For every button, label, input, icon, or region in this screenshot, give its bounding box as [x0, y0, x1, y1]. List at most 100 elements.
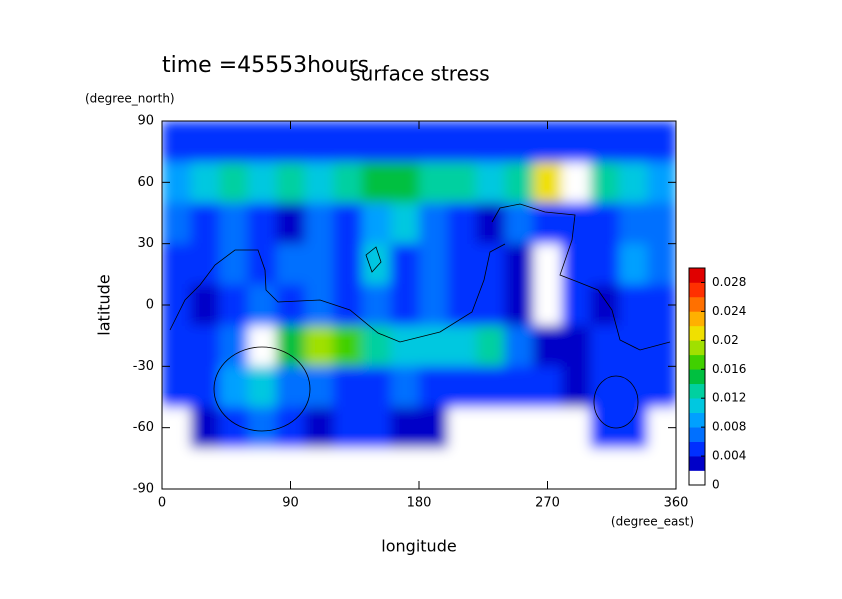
y-tick-label: 90 [137, 114, 154, 129]
field-cell [219, 202, 249, 245]
field-cell [561, 161, 591, 204]
field-cell [219, 448, 249, 489]
field-cell [276, 325, 306, 367]
field-cell [162, 121, 192, 163]
field-cell [276, 161, 306, 204]
field-cell [247, 448, 277, 489]
field-cell [247, 284, 277, 326]
field-cell [162, 448, 192, 489]
colorbar-tick-label: 0 [712, 478, 720, 492]
field-cell [247, 243, 277, 286]
field-cell [390, 243, 420, 286]
field [162, 121, 676, 489]
field-cell [304, 161, 334, 204]
colorbar-tick-label: 0.02 [712, 333, 739, 347]
colorbar-frame [688, 267, 706, 486]
field-cell [276, 284, 306, 326]
field-cell [390, 448, 420, 489]
colorbar-tick-label: 0.008 [712, 420, 746, 434]
x-tick-label: 90 [282, 496, 299, 511]
field-cell [504, 243, 534, 286]
field-cell [361, 284, 391, 326]
colorbar-segment [689, 383, 705, 399]
field-cell [190, 284, 220, 326]
field-cell [333, 243, 363, 286]
field-cell [533, 161, 563, 204]
field-cell [419, 202, 449, 245]
field-cell [361, 161, 391, 204]
field-cell [304, 448, 334, 489]
x-tick-label: 0 [158, 496, 166, 511]
field-cell [190, 407, 220, 449]
field-cell [447, 448, 477, 489]
field-cell [361, 202, 391, 245]
field-cell [190, 366, 220, 408]
field-cell [447, 366, 477, 408]
field-cell [304, 243, 334, 286]
field-cell [647, 121, 676, 163]
field-cell [590, 243, 620, 286]
field-cell [190, 121, 220, 163]
time-label: time =45553hours [162, 53, 369, 78]
y-tick-label: 60 [137, 175, 154, 190]
field-cell [561, 448, 591, 489]
field-cell [504, 325, 534, 367]
field-cell [333, 284, 363, 326]
field-cell [533, 284, 563, 326]
field-cell [561, 202, 591, 245]
field-cell [618, 284, 648, 326]
field-cell [647, 325, 676, 367]
field-cell [247, 121, 277, 163]
coastline [491, 203, 671, 351]
field-cell [590, 366, 620, 408]
field-cell [333, 121, 363, 163]
colorbar-segment [689, 456, 705, 471]
field-cell [419, 243, 449, 286]
field-cell [618, 202, 648, 245]
coastline [213, 346, 311, 432]
colorbar-segment [689, 427, 705, 442]
field-cell [390, 366, 420, 408]
field-cell [504, 366, 534, 408]
field-cell [647, 448, 676, 489]
field-cell [561, 366, 591, 408]
field-cell [419, 121, 449, 163]
field-cell [219, 284, 249, 326]
field-cell [561, 407, 591, 449]
coastline [365, 246, 382, 273]
field-cell [247, 407, 277, 449]
field-cell [219, 121, 249, 163]
field-cell [247, 202, 277, 245]
field-cell [390, 121, 420, 163]
field-cell [561, 121, 591, 163]
field-cell [533, 325, 563, 367]
field-cell [504, 284, 534, 326]
field-cell [447, 161, 477, 204]
field-cell [618, 121, 648, 163]
field-cell [419, 366, 449, 408]
field-cell [533, 407, 563, 449]
field-cell [561, 243, 591, 286]
field-cell [533, 243, 563, 286]
colorbar-tick-label: 0.016 [712, 362, 746, 376]
field-cell [447, 407, 477, 449]
colorbar-tick-label: 0.024 [712, 304, 746, 318]
field-cell [476, 121, 506, 163]
field-cell [304, 284, 334, 326]
field-cell [504, 121, 534, 163]
field-cell [190, 448, 220, 489]
field-cell [590, 448, 620, 489]
field-cell [590, 161, 620, 204]
y-tick-label: -30 [133, 359, 154, 374]
field-cell [476, 448, 506, 489]
colorbar-segment [689, 441, 705, 457]
y-tick-label: -60 [133, 420, 154, 435]
field-cell [476, 284, 506, 326]
field-cell [361, 407, 391, 449]
field-cell [219, 161, 249, 204]
x-tick-label: 270 [535, 496, 560, 511]
y-tick-label: -90 [133, 482, 154, 497]
field-cell [247, 325, 277, 367]
field-cell [447, 202, 477, 245]
field-cell [504, 202, 534, 245]
